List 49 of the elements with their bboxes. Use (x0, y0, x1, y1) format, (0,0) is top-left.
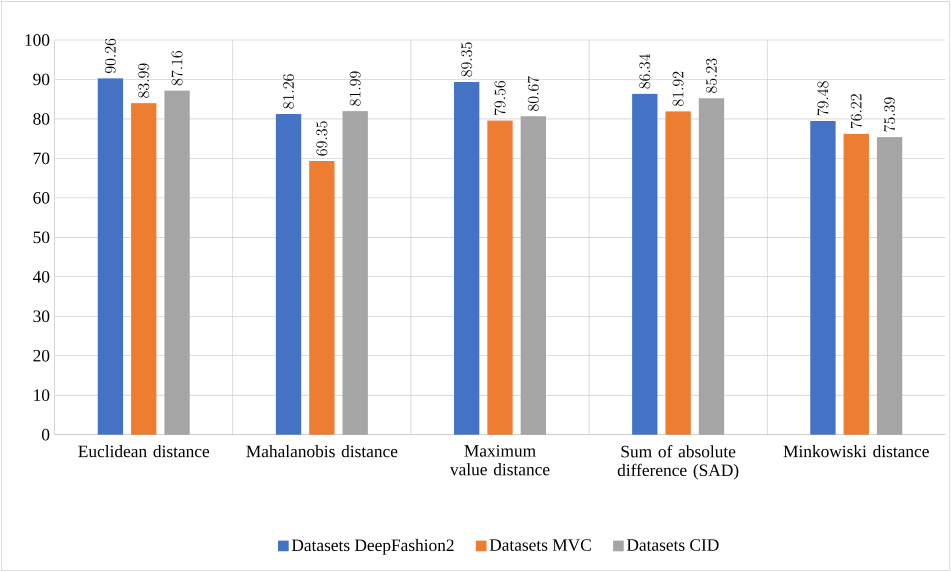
x-tick-label: Sum of absolute difference (SAD) (618, 445, 738, 480)
x-tick-label: Euclidean distance (78, 445, 210, 458)
data-label: 81 .26 (283, 74, 294, 109)
y-tick-label: 80 (33, 113, 50, 125)
bar (520, 116, 546, 435)
legend-label: Datasets CID (626, 539, 719, 551)
y-tick-label: 10 (34, 389, 50, 402)
y-tick-label: 60 (33, 192, 50, 204)
data-label: 90.26 (104, 38, 116, 74)
y-tick-label: 100 (25, 34, 50, 46)
data-label: 87. 16 (171, 50, 183, 86)
data-label: 80.67 (528, 76, 539, 111)
y-tick-label: 0 (42, 428, 50, 440)
x-tick-label: Maximum value distance (450, 445, 550, 476)
legend-label: Datasets MVC (490, 539, 591, 551)
data-label: 81 .99 (350, 71, 361, 106)
data-label: 83.99 (138, 63, 150, 98)
y-tick-label: 30 (33, 310, 50, 322)
data-label: 85.23 (706, 58, 717, 93)
y-tick-label: 40 (32, 270, 50, 283)
bar (131, 103, 156, 435)
bar (844, 134, 869, 435)
bar (487, 120, 513, 435)
x-tick-label: Mahalanobis distance (246, 445, 398, 458)
bar (876, 137, 902, 435)
data-label: 75.39 (884, 97, 896, 132)
bar (665, 111, 691, 435)
data-label: 81 .92 (672, 72, 684, 106)
bar (454, 82, 480, 435)
data-label: 79.48 (817, 81, 828, 116)
bar (698, 98, 724, 435)
y-tick-label: 20 (33, 350, 50, 362)
bar (276, 114, 302, 435)
x-tick-label: Minkowiski distance (784, 445, 929, 458)
y-tick-label: 70 (34, 152, 50, 164)
bar (164, 90, 190, 435)
bar (632, 94, 658, 435)
legend-label: Datasets DeepFashion2 (292, 538, 454, 555)
data-label: 79.56 (494, 80, 506, 116)
y-tick-label: 50 (34, 231, 50, 244)
bar (309, 160, 335, 435)
data-label: 76.22 (850, 94, 862, 128)
data-label: 69.35 (316, 121, 328, 156)
bar (810, 120, 836, 435)
data-label: 89.35 (461, 42, 472, 77)
bar (342, 111, 368, 435)
bar (98, 78, 124, 435)
y-tick-label: 90 (33, 74, 50, 86)
data-label: 86.34 (639, 54, 650, 89)
